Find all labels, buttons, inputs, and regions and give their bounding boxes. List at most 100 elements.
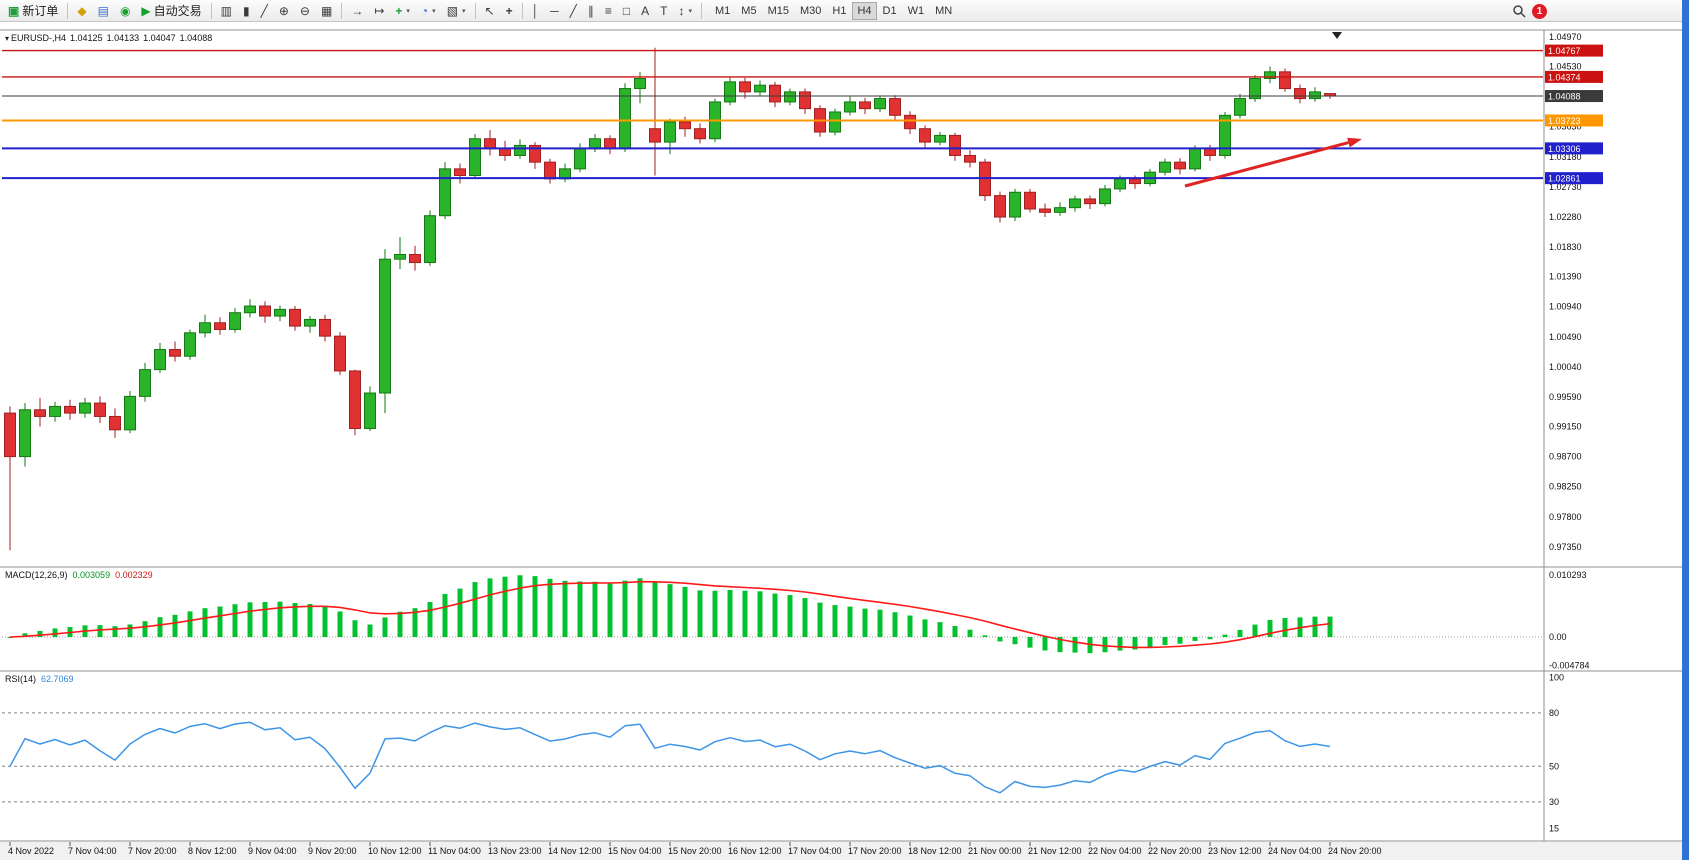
horizontal-line-button[interactable]: ─ [545,1,564,21]
cursor-button[interactable]: ↖ [480,1,500,21]
svg-text:24 Nov 04:00: 24 Nov 04:00 [1268,846,1322,856]
trendline-button[interactable]: ╱ [565,1,582,21]
svg-text:9 Nov 04:00: 9 Nov 04:00 [248,846,297,856]
svg-text:0.98250: 0.98250 [1549,482,1582,492]
toolbar-separator [521,2,523,19]
price-tag-1.03723 [1545,114,1603,127]
timeframe-M1[interactable]: M1 [710,2,735,20]
tile-windows-button[interactable]: ▦ [316,1,337,21]
crosshair-button[interactable]: + [501,1,518,21]
one-click-panel-icon[interactable]: ▾ [5,34,10,43]
new-order-label: 新订单 [22,4,59,18]
cursor-icon: ↖ [484,3,495,18]
timeframe-H1[interactable]: H1 [827,2,851,20]
time-axis[interactable]: 4 Nov 2022 7 Nov 04:00 7 Nov 20:00 8 Nov 12… [8,842,1382,856]
autotrading-label: 自动交易 [153,4,202,18]
svg-text:1.01830: 1.01830 [1549,242,1582,252]
toolbar-separator [210,2,212,19]
toolbar-separator [341,2,343,19]
zoom-out-button[interactable]: ⊖ [295,1,315,21]
timeframe-MN[interactable]: MN [930,2,957,20]
timeframe-M5[interactable]: M5 [736,2,761,20]
line-chart-button[interactable]: ╱ [256,1,273,21]
svg-text:1.03723: 1.03723 [1548,116,1581,126]
trend-arrow[interactable] [1184,137,1362,188]
svg-text:9 Nov 20:00: 9 Nov 20:00 [308,846,357,856]
svg-text:1.03630: 1.03630 [1549,122,1582,132]
tile-windows-icon: ▦ [320,3,333,18]
options-icon: ◉ [119,3,131,18]
timeframe-W1[interactable]: W1 [903,2,930,20]
zoom-in-button[interactable]: ⊕ [274,1,294,21]
autotrading-icon: ▶ [141,3,151,18]
svg-text:22 Nov 20:00: 22 Nov 20:00 [1148,846,1202,856]
indicators-icon: + [395,3,403,18]
svg-text:1.03180: 1.03180 [1549,152,1582,162]
svg-text:16 Nov 12:00: 16 Nov 12:00 [728,846,782,856]
candlestick-chart-button[interactable]: ▮ [238,1,255,21]
label-button[interactable]: T [655,1,672,21]
svg-text:7 Nov 20:00: 7 Nov 20:00 [128,846,177,856]
price-axis[interactable]: 1.04970 1.04530 1.03630 1.03180 1.02730 1.022… [1549,32,1590,834]
notification-badge[interactable]: 1 [1532,3,1547,19]
templates-icon: ▧ [446,3,459,18]
svg-text:0.010293: 0.010293 [1549,570,1587,580]
svg-text:0.99590: 0.99590 [1549,392,1582,402]
svg-text:0.00: 0.00 [1549,632,1567,642]
auto-scroll-icon: → [351,3,364,18]
search-icon [1513,5,1526,18]
autotrading-button[interactable]: ▶ 自动交易 [136,1,206,21]
trendline-icon: ╱ [569,3,577,18]
chart-shift-button[interactable]: ↦ [369,1,389,21]
templates-button[interactable]: ▧ ▾ [442,1,471,21]
chart-shift-icon: ↦ [374,3,385,18]
bar-chart-button[interactable]: ▥ [216,1,237,21]
vertical-line-button[interactable]: │ [527,1,545,21]
timeframe-M15[interactable]: M15 [763,2,794,20]
window-edge [1682,0,1689,860]
svg-text:13 Nov 23:00: 13 Nov 23:00 [488,846,542,856]
channel-icon: ∥ [587,3,594,18]
horizontal-lines[interactable] [2,49,1543,180]
metaeditor-button[interactable]: ◆ [72,1,91,21]
text-button[interactable]: A [636,1,654,21]
svg-text:1.02280: 1.02280 [1549,212,1582,222]
svg-text:15 Nov 20:00: 15 Nov 20:00 [668,846,722,856]
options-button[interactable]: ◉ [115,1,135,21]
shapes-button[interactable]: □ [618,1,635,21]
svg-text:-0.004784: -0.004784 [1549,661,1590,671]
indicators-button[interactable]: + ▾ [390,1,415,21]
macd-histogram [7,575,1333,654]
periods-button[interactable]: ◔ ▾ [416,1,441,21]
svg-text:50: 50 [1549,761,1559,771]
svg-text:22 Nov 04:00: 22 Nov 04:00 [1088,846,1142,856]
fibonacci-button[interactable]: ≡ [600,1,617,21]
auto-scroll-button[interactable]: → [346,1,368,21]
svg-text:24 Nov 20:00: 24 Nov 20:00 [1328,846,1382,856]
dropdown-caret-icon: ▾ [406,7,410,15]
toolbar-right: 1 [1512,0,1547,22]
svg-text:15 Nov 04:00: 15 Nov 04:00 [608,846,662,856]
new-order-button[interactable]: ▣ 新订单 [3,1,63,21]
svg-text:23 Nov 12:00: 23 Nov 12:00 [1208,846,1262,856]
svg-text:1.02861: 1.02861 [1548,174,1581,184]
toolbar: ▣ 新订单 ◆ ▤ ◉ ▶ 自动交易 ▥ ▮ ╱ ⊕ ⊖ ▦ → ↦ + ▾ ◔… [0,0,1682,22]
timeframe-H4[interactable]: H4 [852,1,877,20]
svg-text:80: 80 [1549,708,1559,718]
search-button[interactable] [1512,4,1526,18]
svg-text:7 Nov 04:00: 7 Nov 04:00 [68,846,117,856]
chart-shift-marker[interactable] [1332,32,1342,39]
svg-text:10 Nov 12:00: 10 Nov 12:00 [368,846,422,856]
svg-text:1.04970: 1.04970 [1549,32,1582,42]
svg-text:1.04088: 1.04088 [1548,92,1581,102]
channel-button[interactable]: ∥ [583,1,599,21]
svg-text:17 Nov 04:00: 17 Nov 04:00 [788,846,842,856]
strategy-tester-button[interactable]: ▤ [93,1,114,21]
arrows-button[interactable]: ↕ ▾ [674,1,698,21]
timeframe-group: M1 M5 M15 M30 H1 H4 D1 W1 MN [710,1,957,20]
timeframe-M30[interactable]: M30 [795,2,826,20]
timeframe-D1[interactable]: D1 [878,2,902,20]
svg-text:8 Nov 12:00: 8 Nov 12:00 [188,846,237,856]
svg-text:30: 30 [1549,797,1559,807]
